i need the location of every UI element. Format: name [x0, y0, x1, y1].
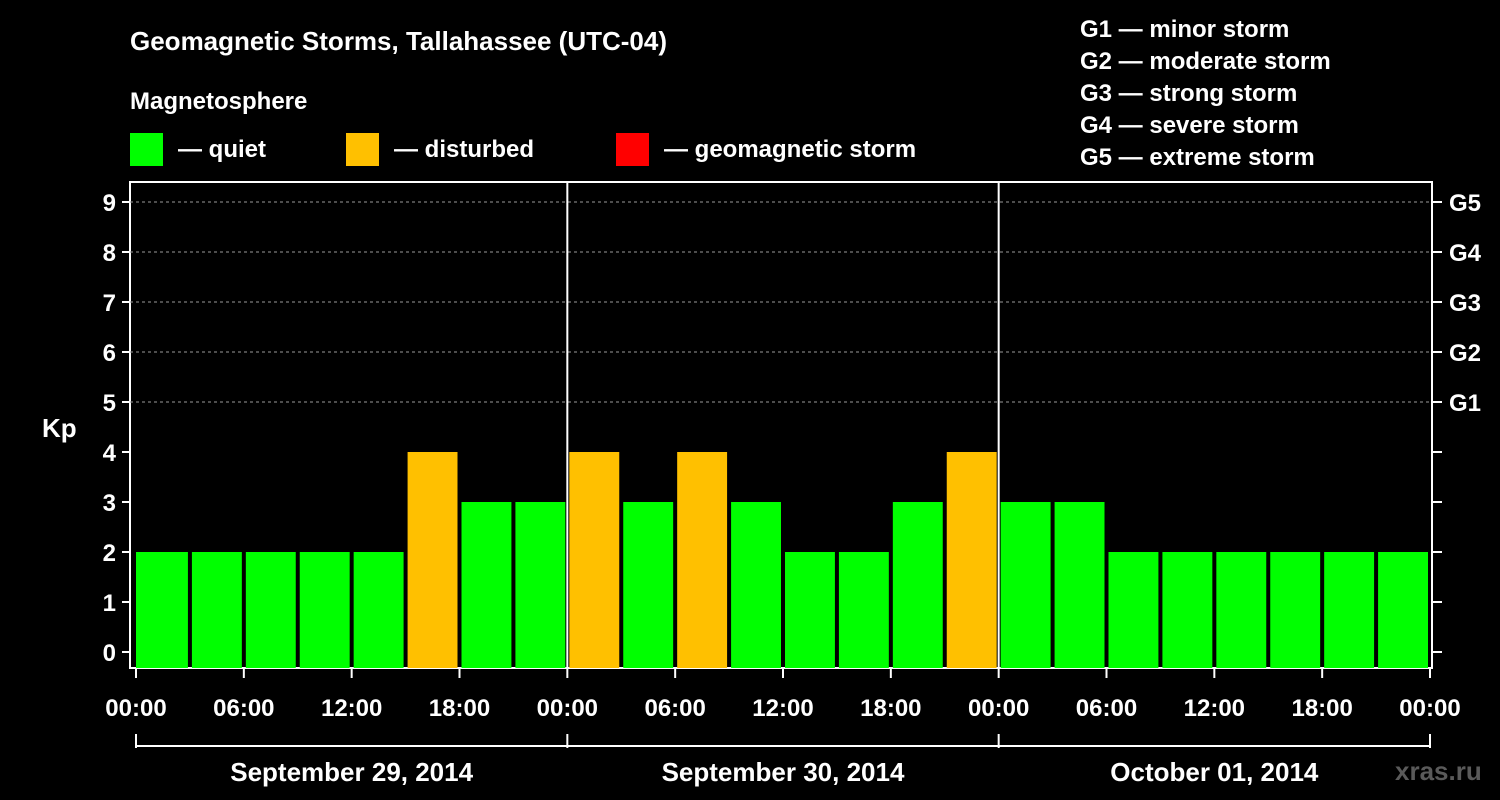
x-tick-label: 18:00 [429, 695, 490, 722]
storm-scale: G1 — minor storm G2 — moderate storm G3 … [1080, 16, 1331, 171]
kp-bar [569, 452, 620, 668]
legend-swatch-storm [616, 133, 649, 166]
kp-bar [136, 552, 188, 668]
legend: — quiet — disturbed — geomagnetic storm [130, 133, 916, 166]
x-tick-label: 06:00 [213, 695, 274, 722]
kp-bar [353, 552, 404, 668]
kp-bar [838, 552, 889, 668]
legend-swatch-quiet [130, 133, 163, 166]
legend-swatch-disturbed [346, 133, 379, 166]
day-label: October 01, 2014 [1110, 757, 1319, 787]
legend-label-quiet: — quiet [178, 136, 266, 163]
y-tick-label: 1 [103, 590, 116, 617]
storm-scale-g1: G1 — minor storm [1080, 16, 1289, 43]
kp-bar [623, 502, 674, 668]
kp-bar [785, 552, 835, 668]
right-tick-label: G5 [1449, 190, 1481, 217]
kp-bar [1378, 552, 1428, 668]
kp-bar [1216, 552, 1267, 668]
kp-bar [461, 502, 512, 668]
y-tick-label: 4 [103, 440, 117, 467]
x-tick-label: 18:00 [1291, 695, 1352, 722]
x-tick-label: 06:00 [1076, 695, 1137, 722]
storm-scale-g5: G5 — extreme storm [1080, 144, 1315, 171]
x-tick-label: 12:00 [752, 695, 813, 722]
kp-bar [245, 552, 296, 668]
kp-bar [407, 452, 458, 668]
right-tick-label: G3 [1449, 290, 1481, 317]
watermark: xras.ru [1395, 756, 1482, 786]
x-tick-label: 00:00 [1399, 695, 1460, 722]
right-tick-label: G4 [1449, 240, 1482, 267]
right-tick-label: G1 [1449, 390, 1481, 417]
kp-bar [946, 452, 997, 668]
kp-bar [1108, 552, 1159, 668]
x-tick-label: 06:00 [644, 695, 705, 722]
x-tick-label: 00:00 [105, 695, 166, 722]
x-tick-label: 00:00 [537, 695, 598, 722]
x-tick-label: 00:00 [968, 695, 1029, 722]
kp-bar [1162, 552, 1213, 668]
y-tick-label: 0 [103, 640, 116, 667]
y-tick-label: 7 [103, 290, 116, 317]
x-tick-label: 18:00 [860, 695, 921, 722]
y-axis-label: Kp [42, 413, 77, 443]
y-tick-label: 3 [103, 490, 116, 517]
chart-title: Geomagnetic Storms, Tallahassee (UTC-04) [130, 26, 667, 56]
kp-bar [731, 502, 781, 668]
day-label: September 29, 2014 [230, 757, 473, 787]
y-tick-label: 8 [103, 240, 116, 267]
kp-bar [191, 552, 242, 668]
plot-area: 0 1 2 3 4 5 6 7 8 9 G1 G2 G3 G4 G5 00:00 06:00 12:00 18:00… [103, 181, 1482, 787]
right-tick-label: G2 [1449, 340, 1481, 367]
day-label: September 30, 2014 [662, 757, 905, 787]
kp-bar [892, 502, 943, 668]
x-tick-label: 12:00 [321, 695, 382, 722]
x-tick-label: 12:00 [1184, 695, 1245, 722]
y-tick-label: 2 [103, 540, 116, 567]
kp-bar [1324, 552, 1375, 668]
y-tick-label: 9 [103, 190, 116, 217]
kp-bar [1054, 502, 1105, 668]
y-tick-label: 6 [103, 340, 116, 367]
kp-bar [1000, 502, 1051, 668]
storm-scale-g4: G4 — severe storm [1080, 112, 1299, 139]
kp-bar [677, 452, 728, 668]
kp-bar [1270, 552, 1321, 668]
storm-scale-g2: G2 — moderate storm [1080, 48, 1331, 75]
legend-label-storm: — geomagnetic storm [664, 136, 916, 163]
legend-heading: Magnetosphere [130, 88, 307, 115]
kp-bar [299, 552, 350, 668]
storm-scale-g3: G3 — strong storm [1080, 80, 1297, 107]
kp-bar [515, 502, 566, 668]
y-tick-label: 5 [103, 390, 116, 417]
legend-label-disturbed: — disturbed [394, 136, 534, 163]
